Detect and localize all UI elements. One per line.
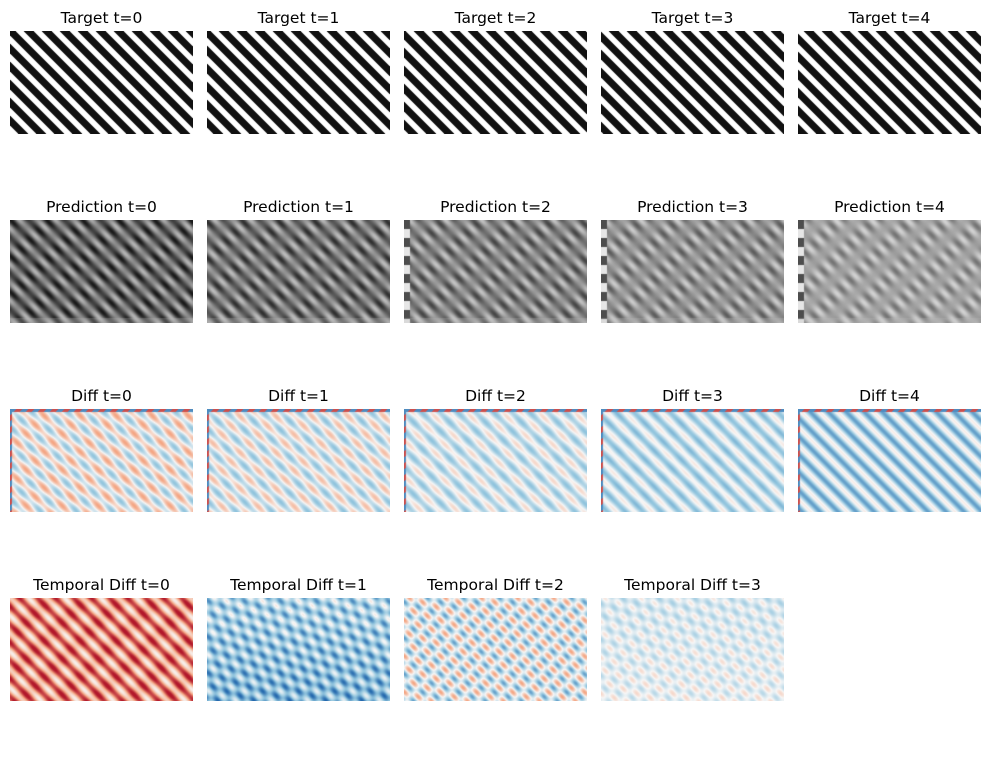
target-panel: Target t=3 — [601, 6, 784, 134]
target-image — [798, 31, 981, 134]
target-image — [601, 31, 784, 134]
diff-panel: Diff t=3 — [601, 384, 784, 512]
diff-image — [207, 409, 390, 512]
panel-title: Prediction t=4 — [834, 198, 945, 216]
panel-title: Diff t=2 — [465, 387, 526, 405]
panel-title: Target t=4 — [848, 9, 931, 27]
target-panel: Target t=2 — [404, 6, 587, 134]
panel-title: Prediction t=3 — [637, 198, 748, 216]
target-image — [10, 31, 193, 134]
target-panel: Target t=0 — [10, 6, 193, 134]
diff-panel: Diff t=2 — [404, 384, 587, 512]
diff-image — [10, 409, 193, 512]
diff-image — [798, 409, 981, 512]
target-image — [207, 31, 390, 134]
diff-panel: Diff t=4 — [798, 384, 981, 512]
diff-panel: Diff t=1 — [207, 384, 390, 512]
diff-image — [601, 409, 784, 512]
panel-title: Diff t=1 — [268, 387, 329, 405]
target-panel: Target t=1 — [207, 6, 390, 134]
temporal-panel: Temporal Diff t=1 — [207, 573, 390, 701]
prediction-image — [10, 220, 193, 323]
prediction-image — [207, 220, 390, 323]
temporal-panel: Temporal Diff t=0 — [10, 573, 193, 701]
panel-title: Diff t=4 — [859, 387, 920, 405]
target-image — [404, 31, 587, 134]
panel-title: Target t=3 — [651, 9, 734, 27]
temporal-image — [207, 598, 390, 701]
prediction-image — [798, 220, 981, 323]
temporal-image — [10, 598, 193, 701]
prediction-panel: Prediction t=4 — [798, 195, 981, 323]
panel-title: Diff t=3 — [662, 387, 723, 405]
panel-title: Temporal Diff t=0 — [33, 576, 170, 594]
prediction-panel: Prediction t=1 — [207, 195, 390, 323]
panel-title: Diff t=0 — [71, 387, 132, 405]
temporal-panel: Temporal Diff t=3 — [601, 573, 784, 701]
target-panel: Target t=4 — [798, 6, 981, 134]
temporal-image — [601, 598, 784, 701]
temporal-panel: Temporal Diff t=2 — [404, 573, 587, 701]
panel-title: Temporal Diff t=3 — [624, 576, 761, 594]
panel-title: Prediction t=0 — [46, 198, 157, 216]
prediction-panel: Prediction t=0 — [10, 195, 193, 323]
prediction-image — [601, 220, 784, 323]
panel-title: Target t=1 — [257, 9, 340, 27]
panel-title: Temporal Diff t=2 — [427, 576, 564, 594]
panel-title: Prediction t=1 — [243, 198, 354, 216]
prediction-image — [404, 220, 587, 323]
diff-panel: Diff t=0 — [10, 384, 193, 512]
panel-title: Temporal Diff t=1 — [230, 576, 367, 594]
panel-title: Prediction t=2 — [440, 198, 551, 216]
panel-title: Target t=0 — [60, 9, 143, 27]
prediction-panel: Prediction t=2 — [404, 195, 587, 323]
prediction-panel: Prediction t=3 — [601, 195, 784, 323]
temporal-image — [404, 598, 587, 701]
diff-image — [404, 409, 587, 512]
panel-title: Target t=2 — [454, 9, 537, 27]
